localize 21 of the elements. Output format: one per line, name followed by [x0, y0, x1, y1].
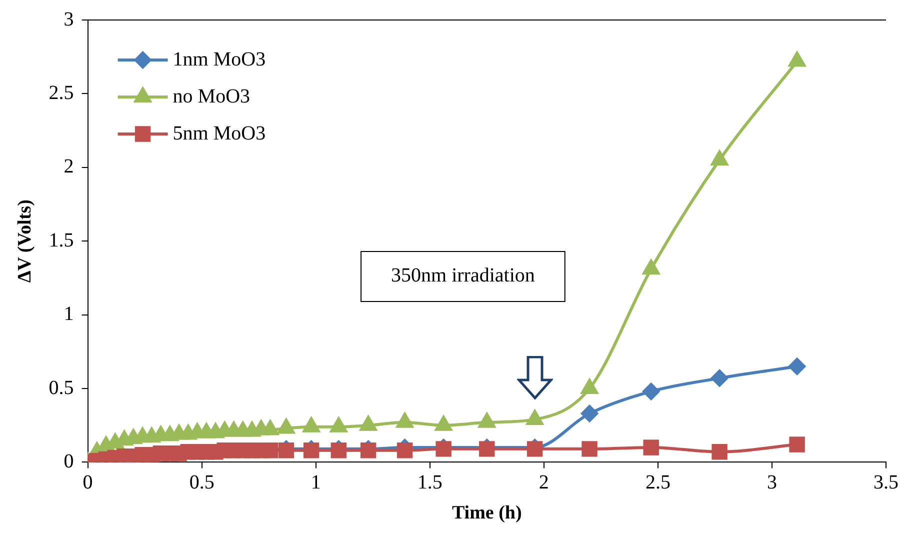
legend-label: no MoO3 — [172, 85, 250, 108]
x-tick-label: 2 — [538, 471, 549, 494]
x-tick-label: 2.5 — [645, 471, 670, 494]
y-tick-label: 0.5 — [48, 376, 74, 399]
y-tick-label: 3 — [64, 8, 74, 30]
x-tick-label: 1.5 — [417, 471, 442, 494]
y-tick-label: 2 — [64, 156, 74, 178]
x-tick-label: 0 — [82, 471, 93, 494]
x-tick-label: 3 — [766, 471, 777, 494]
y-tick-label: 1.5 — [48, 229, 74, 252]
y-tick-label: 2.5 — [48, 82, 74, 104]
legend-label: 5nm MoO3 — [172, 122, 266, 144]
annotation: 350nm irradiation — [391, 264, 535, 287]
y-axis-title: ΔV (Volts) — [14, 200, 36, 283]
y-tick-label: 1 — [64, 303, 74, 326]
y-tick-label: 0 — [64, 450, 74, 472]
x-axis-title: Time (h) — [452, 502, 522, 524]
x-tick-label: 3.5 — [874, 471, 898, 494]
x-tick-label: 1 — [310, 471, 321, 494]
legend-label: 1nm MoO3 — [172, 48, 266, 70]
x-tick-label: 0.5 — [189, 471, 214, 494]
